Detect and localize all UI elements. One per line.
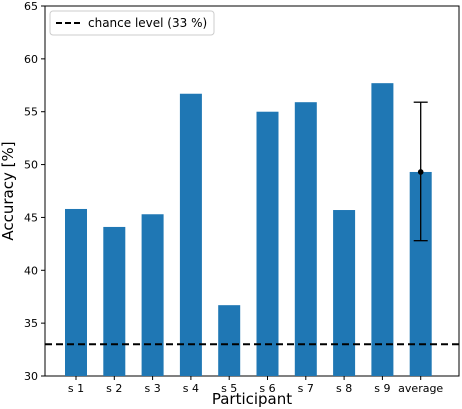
x-tick-label: s 1 [68, 382, 84, 395]
x-tick-label: s 5 [221, 382, 237, 395]
bar-1 [65, 208, 87, 376]
y-axis: 30 35 40 45 50 55 60 65 [24, 0, 45, 383]
bar-8 [333, 210, 356, 376]
y-tick-label: 65 [24, 0, 38, 13]
bar-2 [103, 226, 126, 376]
x-tick-label: average [398, 382, 443, 395]
x-tick-label: s 4 [183, 382, 199, 395]
x-tick-label: s 9 [374, 382, 390, 395]
bar-7 [294, 102, 317, 376]
y-tick-label: 35 [24, 317, 38, 330]
x-tick-label: s 7 [298, 382, 314, 395]
x-tick-label: s 2 [106, 382, 122, 395]
y-tick-label: 40 [24, 264, 38, 277]
x-axis: s 1 s 2 s 3 s 4 s 5 s 6 s 7 s 8 s 9 average [68, 376, 443, 395]
error-bar-mean-point [417, 169, 424, 175]
bar-6 [256, 111, 279, 376]
bar-5 [218, 305, 241, 376]
y-tick-label: 45 [24, 211, 38, 224]
y-tick-label: 55 [24, 106, 38, 119]
y-tick-label: 50 [24, 159, 38, 172]
bar-4 [179, 93, 202, 376]
y-tick-label: 30 [24, 370, 38, 383]
legend-label: chance level (33 %) [88, 16, 207, 30]
x-axis-label: Participant [212, 390, 292, 408]
bar-10 [409, 171, 432, 376]
bar-3 [141, 214, 164, 376]
bar-9 [371, 83, 394, 377]
error-bar-group [413, 101, 428, 242]
x-tick-label: s 3 [144, 382, 160, 395]
legend-box [49, 10, 215, 36]
bars-group [65, 83, 432, 377]
x-tick-label: s 8 [336, 382, 352, 395]
y-axis-label: Accuracy [%] [0, 141, 17, 240]
legend: chance level (33 %) [49, 10, 215, 36]
y-tick-label: 60 [24, 53, 38, 66]
x-tick-label: s 6 [259, 382, 275, 395]
